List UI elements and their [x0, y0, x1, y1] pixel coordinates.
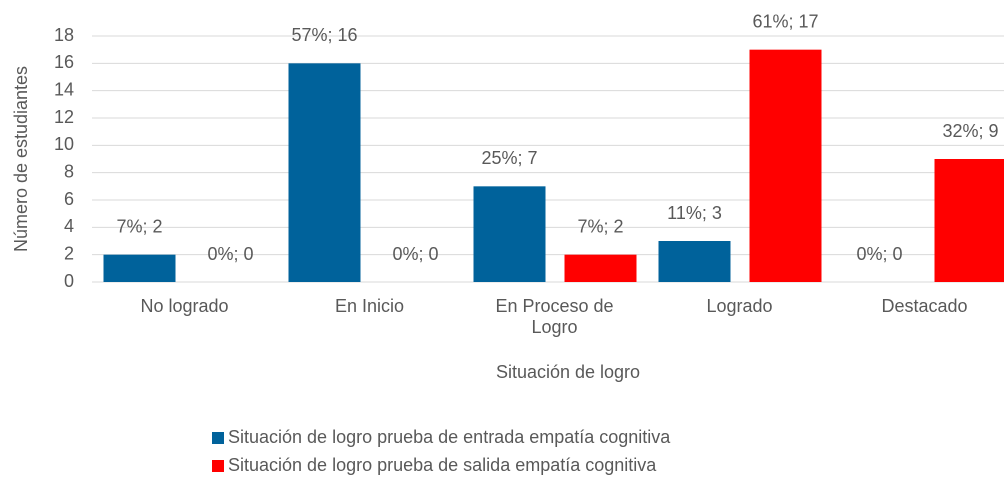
bar — [658, 241, 731, 282]
y-tick-label: 12 — [54, 107, 74, 127]
data-label: 32%; 9 — [942, 121, 998, 141]
y-tick-label: 6 — [64, 189, 74, 209]
x-axis-title: Situación de logro — [496, 362, 640, 382]
y-tick-label: 14 — [54, 79, 74, 99]
x-tick-label: Destacado — [881, 296, 968, 316]
bar — [103, 254, 176, 282]
y-tick-label: 16 — [54, 52, 74, 72]
x-tick-label: En Inicio — [334, 296, 405, 316]
data-label: 0%; 0 — [856, 244, 902, 264]
y-tick-label: 10 — [54, 134, 74, 154]
bar — [934, 159, 1004, 282]
legend-label: Situación de logro prueba de entrada emp… — [228, 427, 671, 447]
data-label: 11%; 3 — [667, 203, 722, 223]
legend-label: Situación de logro prueba de salida empa… — [228, 455, 657, 475]
y-tick-label: 8 — [64, 161, 74, 181]
y-tick-label: 4 — [64, 216, 74, 236]
y-tick-label: 18 — [54, 25, 74, 45]
bar — [288, 63, 361, 283]
data-label: 57%; 16 — [291, 25, 357, 45]
data-label: 25%; 7 — [481, 148, 537, 168]
data-label: 61%; 17 — [752, 11, 818, 31]
data-label: 7%; 2 — [116, 216, 162, 236]
y-tick-label: 2 — [64, 243, 74, 263]
x-tick-label: Logrado — [706, 296, 773, 316]
x-tick-label: No logrado — [140, 296, 229, 316]
legend-swatch — [212, 432, 224, 444]
y-tick-label: 0 — [64, 271, 74, 291]
legend-swatch — [212, 460, 224, 472]
bar — [564, 254, 637, 282]
x-tick-label: En Proceso de Logro — [495, 296, 614, 337]
data-label: 7%; 2 — [577, 216, 623, 236]
data-label: 0%; 0 — [392, 244, 438, 264]
data-label: 0%; 0 — [207, 244, 253, 264]
bar — [473, 186, 546, 282]
y-axis-title: Número de estudiantes — [11, 66, 31, 252]
bar — [749, 49, 822, 282]
